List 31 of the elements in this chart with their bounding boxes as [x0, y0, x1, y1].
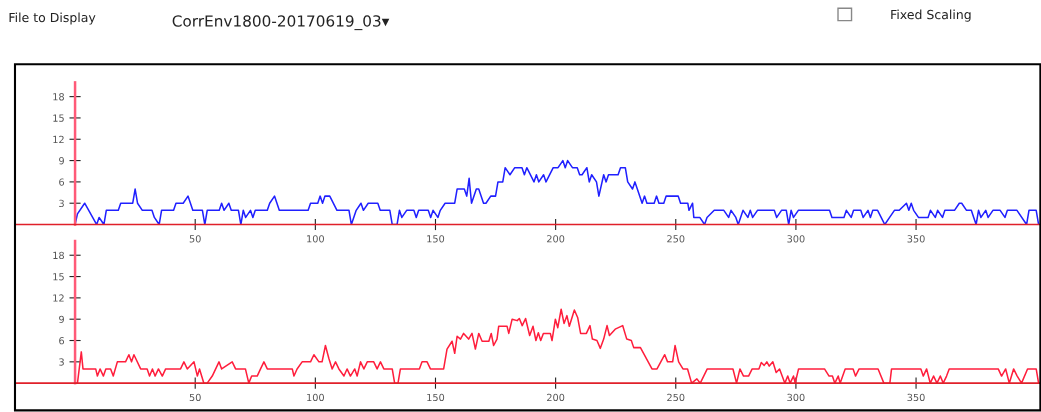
x-tick-label: 250	[667, 235, 685, 243]
y-tick-label: 3	[59, 358, 64, 366]
text: Fixed Scaling	[891, 9, 971, 22]
x-tick-label: 300	[787, 393, 805, 402]
x-tick-label: 200	[547, 235, 565, 243]
x-tick-label: 150	[427, 393, 445, 402]
y-tick-label: 9	[59, 315, 64, 324]
line-series	[74, 308, 1040, 384]
y-tick-label: 6	[59, 337, 65, 345]
y-tick-label: 6	[59, 178, 65, 186]
x-tick-label: 150	[427, 235, 445, 243]
x-tick-label: 250	[667, 393, 685, 402]
x-tick-label: 100	[307, 393, 324, 402]
x-tick-label: 300	[787, 235, 805, 243]
x-tick-label: 50	[189, 393, 201, 402]
x-tick-label: 100	[307, 235, 324, 243]
y-tick-label: 12	[53, 294, 64, 302]
x-tick-label: 50	[189, 235, 201, 243]
y-tick-label: 18	[53, 251, 64, 260]
text: File to Display	[9, 12, 96, 25]
text: CorrEnv1800-20170619_03▾	[172, 15, 390, 31]
y-tick-label: 12	[53, 135, 64, 143]
y-tick-label: 18	[53, 93, 64, 101]
x-tick-label: 350	[907, 393, 925, 402]
x-tick-label: 200	[547, 393, 565, 402]
y-tick-label: 15	[53, 114, 64, 122]
line-series	[74, 159, 1040, 225]
y-tick-label: 9	[59, 157, 64, 165]
x-tick-label: 350	[907, 235, 925, 243]
y-tick-label: 15	[53, 273, 64, 281]
y-tick-label: 3	[59, 199, 64, 208]
